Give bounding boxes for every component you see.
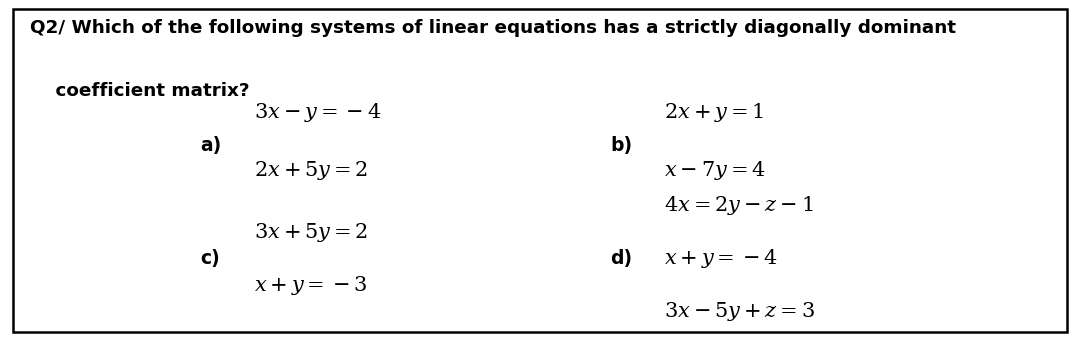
Text: $2x+y=1$: $2x+y=1$ [664, 101, 765, 124]
Text: b): b) [610, 136, 632, 155]
Text: coefficient matrix?: coefficient matrix? [30, 82, 249, 100]
Text: Q2/ Which of the following systems of linear equations has a strictly diagonally: Q2/ Which of the following systems of li… [30, 19, 956, 37]
Text: $2x+5y=2$: $2x+5y=2$ [254, 159, 368, 183]
Text: $3x-5y+z=3$: $3x-5y+z=3$ [664, 300, 815, 323]
Text: $x+y=-4$: $x+y=-4$ [664, 247, 779, 270]
Text: c): c) [200, 249, 219, 268]
Text: a): a) [200, 136, 221, 155]
FancyBboxPatch shape [13, 9, 1067, 332]
Text: $x-7y=4$: $x-7y=4$ [664, 159, 766, 183]
Text: $3x+5y=2$: $3x+5y=2$ [254, 221, 368, 244]
Text: d): d) [610, 249, 632, 268]
Text: $3x-y=-4$: $3x-y=-4$ [254, 101, 381, 124]
Text: $x+y=-3$: $x+y=-3$ [254, 274, 367, 297]
Text: $4x=2y-z-1$: $4x=2y-z-1$ [664, 194, 814, 217]
